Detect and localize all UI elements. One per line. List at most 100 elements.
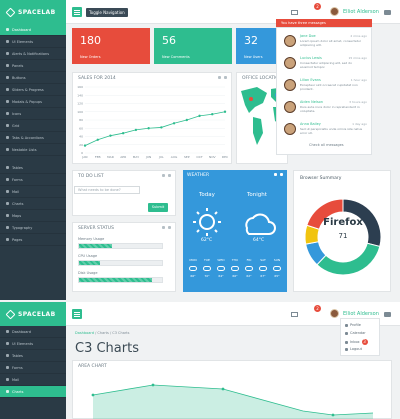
sidebar-item[interactable]: UI Elements	[0, 338, 66, 350]
user-name[interactable]: Elliot Alderson	[343, 311, 379, 317]
panel-controls[interactable]	[162, 174, 171, 177]
forecast-day: MON	[189, 258, 197, 262]
sidebar-item-label: Tables	[12, 353, 23, 358]
sidebar-item[interactable]: Buttons	[0, 72, 66, 84]
sidebar-item-icon	[6, 238, 9, 241]
sidebar-item[interactable]: Tabs & Accordions	[0, 132, 66, 144]
server-title: SERVER STATUS	[78, 226, 114, 231]
message-sender: Jane Doe	[300, 34, 316, 38]
sidebar-item[interactable]: Tables	[0, 350, 66, 362]
messages-dropdown: Jane Doe 2 mins ago Lorem ipsum dolor sit …	[276, 27, 372, 155]
sidebar-item[interactable]: Alerts & Notifications	[0, 48, 66, 60]
sidebar-item[interactable]: Mail	[0, 374, 66, 386]
message-item[interactable]: Jane Doe 2 mins ago Lorem ipsum dolor sit …	[281, 32, 369, 54]
sidebar-item-label: Forms	[12, 365, 23, 370]
menu-item-icon	[345, 323, 348, 327]
sidebar-item-icon	[6, 178, 9, 181]
todo-submit-button[interactable]: Submit	[148, 203, 168, 212]
sidebar-item-icon	[6, 190, 9, 193]
breadcrumb-item[interactable]: Charts	[97, 331, 109, 335]
sidebar-item[interactable]: Icons	[0, 108, 66, 120]
sidebar-item[interactable]: Charts	[0, 386, 66, 398]
toggle-navigation-label[interactable]: Toggle Navigation	[86, 8, 128, 17]
panel-controls[interactable]	[218, 76, 227, 79]
stat-label: New Orders	[80, 55, 101, 59]
todo-input[interactable]: What needs to be done?	[74, 186, 140, 194]
area-chart-panel: AREA CHART	[72, 360, 392, 419]
today-temp: 62°C	[201, 238, 213, 243]
chat-icon[interactable]	[384, 10, 391, 15]
profile-menu-item[interactable]: Calendar	[345, 331, 366, 335]
sidebar-item[interactable]: Pages	[0, 234, 66, 246]
forecast-weather-icon	[259, 266, 267, 271]
menu-toggle-button[interactable]	[72, 7, 82, 17]
today-label: Today	[199, 192, 215, 198]
x-tick-label: JUL	[158, 155, 164, 159]
sidebar-item-label: Forms	[12, 177, 23, 182]
panel-controls[interactable]	[274, 173, 283, 176]
sidebar-item-icon	[6, 100, 9, 103]
sidebar-item[interactable]: Sliders & Progress	[0, 84, 66, 96]
stat-tile[interactable]: 180 New Orders	[72, 28, 150, 64]
sidebar-item[interactable]: Typography	[0, 222, 66, 234]
chat-icon[interactable]	[384, 312, 391, 317]
data-point	[172, 122, 176, 125]
sidebar-item[interactable]: Tables	[0, 162, 66, 174]
sidebar-item[interactable]: Grid	[0, 120, 66, 132]
sidebar-item[interactable]: Dashboard	[0, 326, 66, 338]
avatar[interactable]	[330, 7, 339, 16]
profile-menu-item[interactable]: Profile	[345, 323, 361, 327]
inbox-badge: 3	[361, 339, 368, 345]
sidebar-item-icon	[6, 76, 9, 79]
message-time: 2 mins ago	[350, 34, 367, 38]
logo[interactable]: SPACELAB	[0, 0, 66, 24]
sidebar-item-label: Tabs & Accordions	[12, 135, 44, 140]
x-tick-label: DEC	[222, 155, 228, 159]
sidebar-item[interactable]: Nestable Lists	[0, 144, 66, 156]
sidebar-item-icon	[6, 28, 9, 31]
message-item[interactable]: Lilian Evans 1 hour ago Excepteur sint occ…	[281, 76, 369, 98]
profile-menu-item[interactable]: Logout	[345, 347, 362, 351]
logo-text: SPACELAB	[18, 8, 56, 16]
sidebar-item-label: Charts	[12, 389, 24, 394]
menu-item-icon	[345, 347, 348, 351]
sun-icon	[193, 208, 221, 236]
user-name[interactable]: Elliot Alderson	[343, 9, 379, 15]
page-title: C3 Charts	[75, 341, 139, 356]
message-sender: Anna Bailey	[300, 122, 321, 126]
sidebar-item[interactable]: Mail	[0, 186, 66, 198]
message-item[interactable]: Lucius Lewis 15 mins ago Consectetur adipi…	[281, 54, 369, 76]
forecast-weather-icon	[231, 266, 239, 271]
avatar[interactable]	[330, 309, 339, 318]
sidebar-item-label: Typography	[12, 225, 33, 230]
message-item[interactable]: Aiden Nelson 3 hours ago Duis aute irure d…	[281, 98, 369, 120]
menu-toggle-button[interactable]	[72, 309, 82, 319]
sales-chart: 0 20 40 60 80 100 120 140 160 JAN FEB MAR APR MAY JUN J…	[77, 85, 228, 159]
browser-summary-panel: Browser Summary Firefox 71	[293, 170, 391, 292]
sidebar-item[interactable]: Charts	[0, 198, 66, 210]
sidebar-item[interactable]: Forms	[0, 362, 66, 374]
tonight-label: Tonight	[247, 192, 267, 198]
check-all-messages-link[interactable]: Check all messages	[309, 143, 344, 147]
logo-2[interactable]: SPACELAB	[0, 302, 66, 326]
mail-icon[interactable]	[291, 10, 298, 15]
message-item[interactable]: Anna Bailey 1 day ago Sed ut perspiciatis …	[281, 120, 369, 142]
sidebar-item[interactable]: Panels	[0, 60, 66, 72]
mail-count-badge: 2	[314, 3, 321, 10]
sidebar-item-label: Charts	[12, 201, 24, 206]
data-point	[109, 134, 112, 137]
profile-menu-item[interactable]: Inbox 3	[345, 339, 368, 345]
data-point	[198, 114, 201, 118]
mail-icon[interactable]	[291, 312, 298, 317]
sidebar-item[interactable]: UI Elements	[0, 36, 66, 48]
sidebar-item-icon	[6, 214, 9, 217]
browser-summary-title: Browser Summary	[300, 176, 342, 181]
sidebar-item[interactable]: Maps	[0, 210, 66, 222]
sidebar-item[interactable]: Modals & Popups	[0, 96, 66, 108]
breadcrumb-item[interactable]: Dashboard	[75, 331, 94, 335]
progress-fill	[79, 244, 113, 248]
sidebar-item[interactable]: Forms	[0, 174, 66, 186]
sidebar-item[interactable]: Dashboard	[0, 24, 66, 36]
stat-tile[interactable]: 56 New Comments	[154, 28, 232, 64]
panel-controls[interactable]	[162, 226, 171, 229]
